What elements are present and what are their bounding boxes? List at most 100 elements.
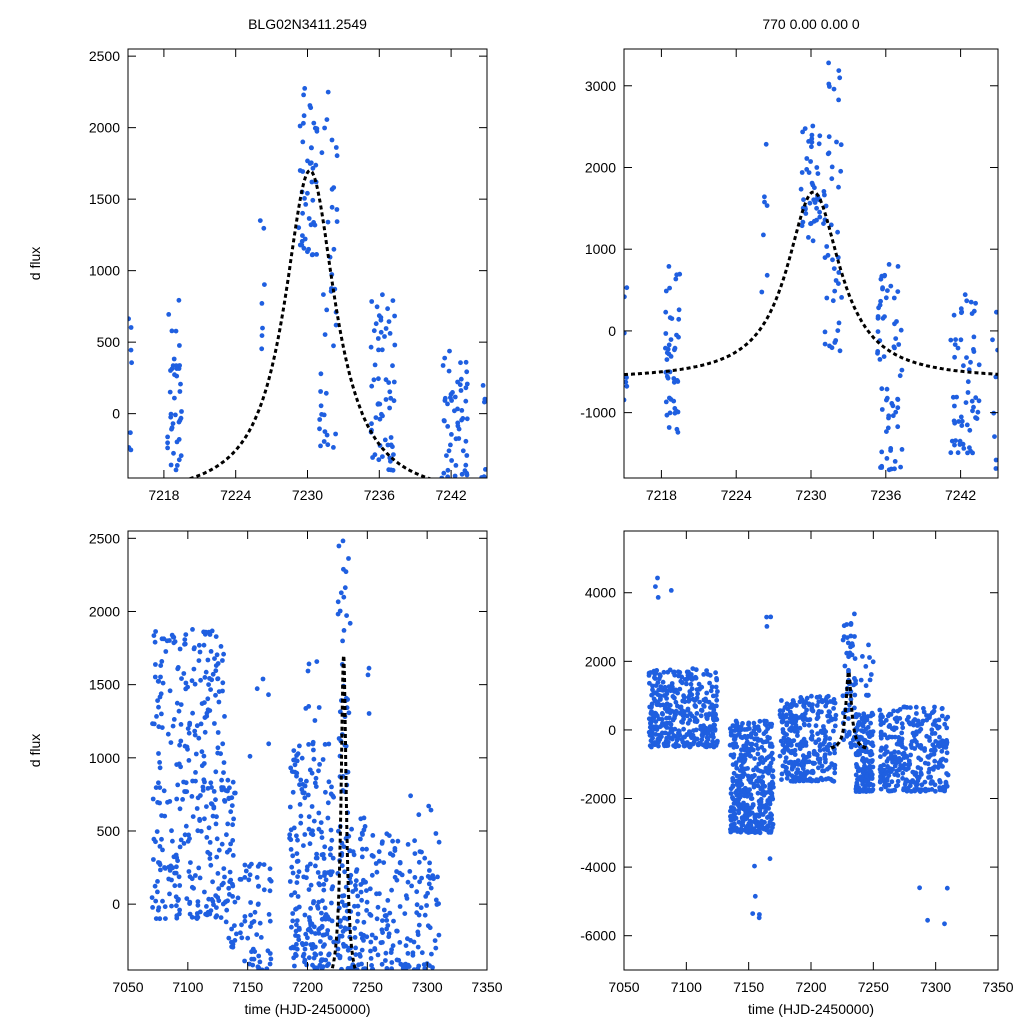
data-point (892, 763, 898, 769)
data-point (929, 779, 934, 784)
data-point (799, 760, 805, 766)
data-point (924, 717, 930, 723)
data-point (377, 416, 383, 422)
data-point (819, 709, 824, 715)
data-point (207, 911, 213, 917)
data-point (929, 710, 935, 716)
data-point (838, 142, 844, 148)
data-point (329, 137, 335, 143)
data-point (390, 943, 396, 949)
data-point (321, 439, 327, 444)
data-point (464, 369, 470, 375)
data-point (364, 888, 369, 893)
data-point (189, 794, 195, 799)
data-point (433, 831, 439, 836)
data-point (194, 806, 200, 811)
data-point (748, 796, 754, 801)
data-point (906, 761, 912, 767)
data-point (319, 829, 324, 835)
data-point (826, 60, 831, 66)
data-point (293, 933, 298, 938)
data-point (464, 470, 470, 476)
data-point (969, 311, 975, 316)
data-point (652, 675, 657, 681)
data-point (228, 877, 234, 883)
data-point (973, 395, 979, 401)
data-point (412, 838, 417, 844)
data-point (756, 778, 762, 784)
data-point (267, 866, 273, 872)
data-point (213, 797, 218, 803)
data-point (995, 347, 998, 353)
data-point (944, 750, 950, 756)
data-point (789, 773, 795, 779)
data-point (305, 249, 310, 255)
data-point (301, 113, 307, 119)
data-point (937, 734, 942, 740)
data-point (695, 742, 701, 747)
data-point (868, 720, 873, 726)
data-point (708, 733, 714, 739)
data-point (655, 680, 661, 685)
data-point (663, 399, 669, 405)
data-point (246, 877, 252, 883)
data-point (687, 692, 693, 698)
data-point (208, 649, 214, 654)
data-point (823, 703, 829, 709)
data-point (341, 566, 346, 572)
data-point (257, 920, 263, 926)
data-point (384, 966, 390, 970)
data-point (314, 851, 319, 857)
data-point (252, 909, 258, 915)
data-point (917, 885, 922, 891)
data-point (685, 706, 691, 712)
data-point (673, 744, 678, 750)
data-point (353, 945, 358, 951)
data-point (377, 401, 383, 407)
data-point (390, 298, 396, 303)
data-point (361, 815, 367, 821)
data-point (391, 452, 396, 457)
data-point (417, 849, 423, 854)
data-point (173, 412, 178, 418)
data-point (655, 595, 661, 600)
data-point (785, 743, 790, 749)
data-point (750, 911, 756, 916)
data-point (694, 711, 700, 716)
data-point (178, 764, 184, 770)
data-point (392, 313, 397, 319)
data-point (933, 718, 939, 724)
data-point (809, 693, 814, 699)
data-point (201, 753, 207, 759)
data-point (649, 732, 655, 737)
data-point (189, 884, 195, 890)
data-point (814, 205, 819, 211)
data-point (733, 815, 739, 821)
data-point (178, 702, 184, 707)
data-point (249, 956, 255, 962)
data-point (302, 795, 308, 801)
x-tick-label: 7242 (436, 487, 467, 503)
data-point (879, 449, 885, 455)
data-point (848, 621, 854, 626)
x-tick-label: 7200 (292, 979, 323, 995)
data-point (879, 407, 885, 412)
data-point (342, 915, 347, 921)
data-point (380, 918, 385, 923)
data-point (390, 363, 395, 369)
data-point (753, 742, 759, 748)
data-point (172, 883, 178, 889)
data-point (964, 298, 970, 304)
data-point (317, 874, 323, 880)
data-point (728, 786, 734, 792)
data-point (793, 719, 799, 724)
data-point (408, 793, 413, 799)
data-point (373, 415, 379, 420)
data-point (326, 741, 332, 747)
data-point (183, 680, 189, 686)
data-point (817, 747, 823, 753)
data-point (192, 728, 198, 734)
data-point (316, 930, 322, 936)
data-point (839, 295, 844, 300)
data-point (161, 788, 167, 794)
